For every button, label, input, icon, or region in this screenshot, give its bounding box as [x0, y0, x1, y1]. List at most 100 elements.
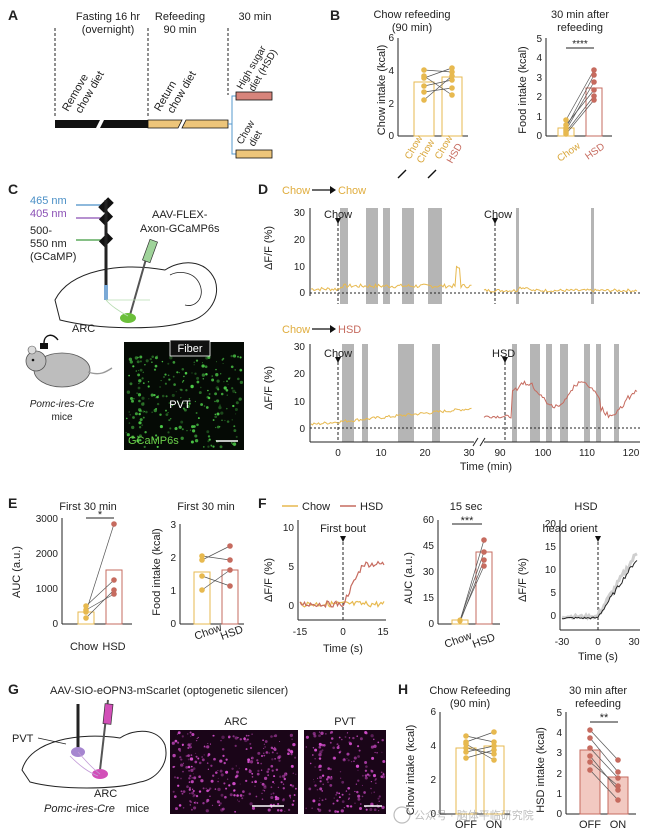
fluorescence-dot — [354, 790, 356, 793]
fluorescence-dot — [190, 765, 193, 768]
fluorescence-dot — [188, 781, 191, 783]
fluorescence-dot — [155, 434, 158, 437]
fluorescence-dot — [135, 370, 138, 372]
fluorescence-dot — [247, 758, 251, 762]
fluorescence-dot — [283, 777, 287, 781]
fluorescence-dot — [177, 784, 180, 787]
fluorescence-dot — [313, 734, 317, 738]
g-brain-outline — [21, 730, 167, 789]
fluorescence-dot — [328, 809, 331, 812]
fluorescence-dot — [364, 761, 368, 764]
fluorescence-dot — [256, 761, 260, 765]
fluorescence-dot — [195, 359, 199, 362]
fluorescence-dot — [234, 810, 236, 813]
fluorescence-dot — [191, 732, 195, 737]
fluorescence-dot — [232, 404, 235, 408]
fluorescence-dot — [356, 735, 358, 737]
fluorescence-dot — [234, 407, 238, 412]
fluorescence-dot — [255, 795, 258, 798]
fluorescence-dot — [190, 754, 193, 757]
fluorescence-dot — [179, 750, 182, 752]
h-right-bar-on — [607, 776, 629, 815]
fluorescence-dot — [339, 750, 342, 753]
pvt-label: PVT — [169, 399, 191, 411]
fluorescence-dot — [282, 787, 285, 790]
fluorescence-dot — [270, 795, 274, 800]
fluorescence-dot — [207, 356, 211, 359]
h-right-significance: ** — [600, 712, 609, 724]
fluorescence-dot — [176, 371, 179, 374]
fluorescence-dot — [221, 419, 223, 421]
fluorescence-dot — [332, 746, 336, 750]
fluorescence-dot — [247, 760, 250, 764]
fluorescence-dot — [257, 769, 260, 773]
e-left-ytick-1000: 1000 — [36, 584, 59, 595]
fluorescence-dot — [141, 424, 144, 427]
fluorescence-dot — [232, 354, 237, 358]
fluorescence-dot — [249, 746, 253, 750]
fluorescence-dot — [171, 741, 175, 745]
fluorescence-dot — [325, 778, 329, 781]
f-left-ytick-5: 5 — [288, 562, 294, 573]
fluorescence-dot — [155, 408, 157, 410]
fluorescence-dot — [347, 759, 350, 762]
fluorescence-dot — [203, 754, 205, 756]
fluorescence-dot — [254, 785, 256, 788]
fluorescence-dot — [223, 761, 226, 765]
mouse-icon — [25, 334, 113, 388]
f-legend-hsd: HSD — [360, 501, 383, 513]
fluorescence-dot — [318, 800, 320, 802]
g-arc-label: ARC — [94, 788, 117, 800]
fluorescence-dot — [348, 741, 351, 744]
fluorescence-dot — [276, 752, 279, 755]
d-xtick-90: 90 — [494, 448, 506, 459]
panel-d-label: D — [258, 181, 268, 197]
fluorescence-dot — [139, 418, 143, 422]
fluorescence-dot — [191, 372, 193, 374]
fluorescence-dot — [251, 772, 254, 775]
fluorescence-dot — [270, 806, 273, 809]
g-arc-fluorescence — [171, 731, 297, 813]
fluorescence-dot — [329, 768, 332, 771]
fluorescence-dot — [167, 362, 170, 365]
panel-h: H Chow Refeeding (90 min) Chow intake (k… — [398, 681, 636, 831]
fluorescence-dot — [254, 780, 257, 784]
b-left-points — [421, 65, 455, 103]
fluorescence-dot — [374, 751, 376, 754]
fluorescence-dot — [277, 756, 281, 760]
f-left-ytick-0: 0 — [288, 601, 294, 612]
h-left-title-2: (90 min) — [450, 698, 490, 710]
fluorescence-dot — [209, 743, 212, 745]
fluorescence-dot — [227, 377, 231, 380]
e-right-cat2: HSD — [219, 624, 245, 643]
fluorescence-dot — [270, 786, 273, 789]
fluorescence-dot — [329, 783, 333, 787]
fluorescence-dot — [138, 399, 141, 403]
b-right-ylabel: Food intake (kcal) — [517, 46, 529, 133]
fluorescence-dot — [219, 769, 223, 773]
fluorescence-dot — [195, 412, 198, 414]
fluorescence-dot — [235, 401, 239, 405]
h-left-ylabel: Chow intake (kcal) — [405, 725, 417, 815]
fluorescence-dot — [195, 752, 197, 754]
fluorescence-dot — [357, 797, 361, 801]
fluorescence-dot — [370, 780, 373, 783]
fluorescence-dot — [168, 378, 171, 381]
fluorescence-dot — [287, 748, 291, 752]
fluorescence-dot — [287, 808, 291, 812]
fluorescence-dot — [180, 436, 184, 440]
fluorescence-dot — [234, 775, 238, 779]
fluorescence-dot — [226, 394, 228, 396]
fluorescence-dot — [319, 780, 322, 783]
fluorescence-dot — [196, 737, 198, 740]
panel-e-label: E — [8, 495, 17, 511]
fluorescence-dot — [128, 411, 130, 413]
fluorescence-dot — [353, 756, 357, 760]
f-right-ytick-0: 0 — [550, 611, 556, 622]
fluorescence-dot — [261, 782, 265, 786]
f-mid-cat2: HSD — [471, 632, 497, 651]
fluorescence-dot — [171, 393, 175, 397]
fluorescence-dot — [251, 733, 253, 735]
fluorescence-dot — [305, 807, 308, 810]
fluorescence-dot — [220, 392, 224, 396]
